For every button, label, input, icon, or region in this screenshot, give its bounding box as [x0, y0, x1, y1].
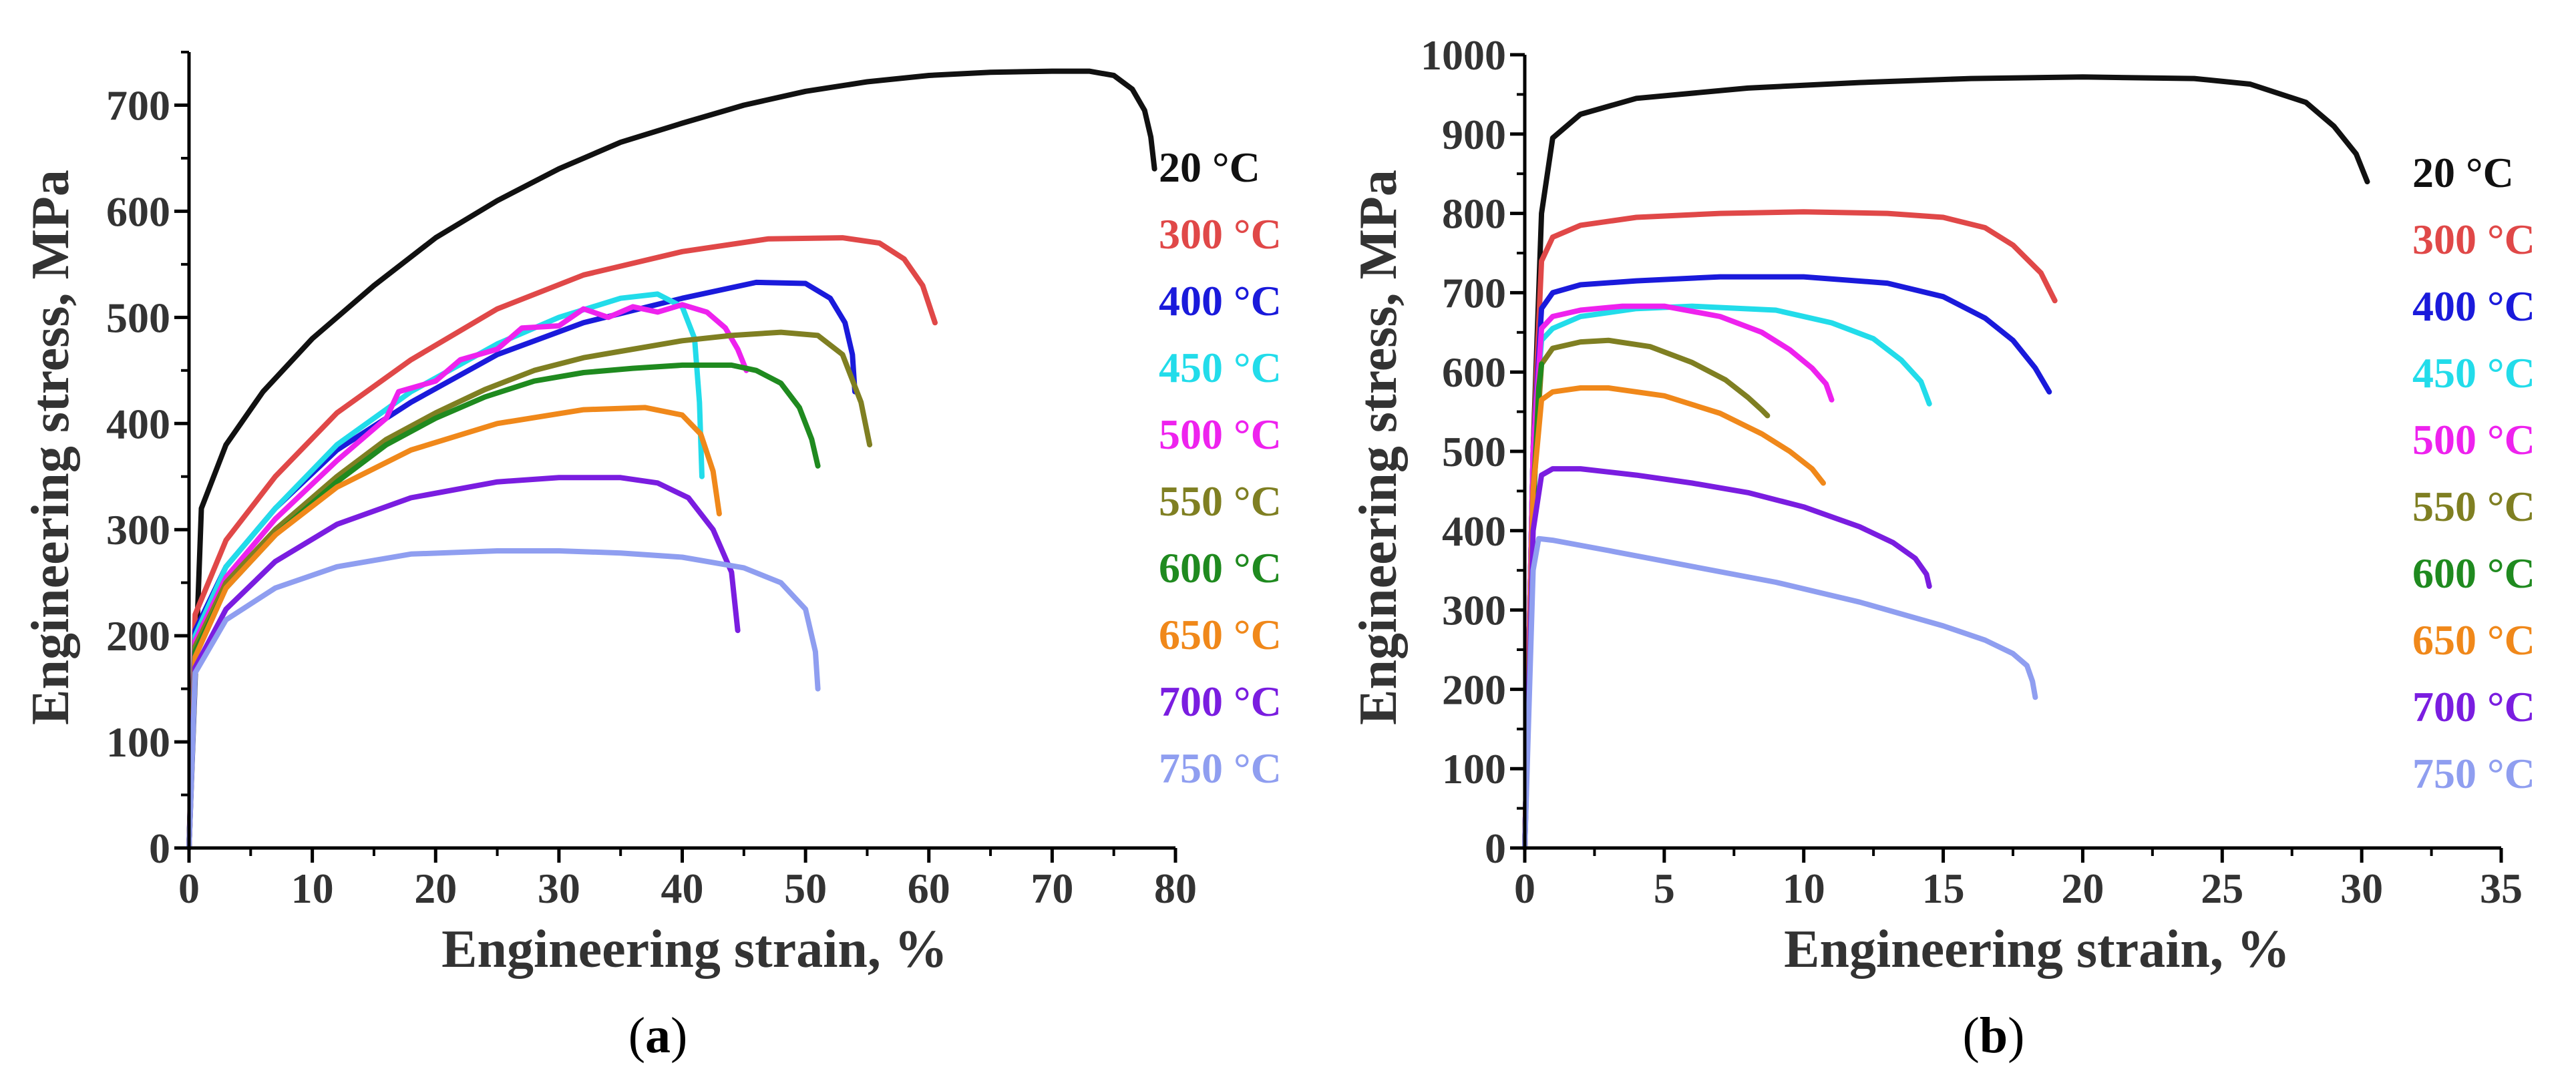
series-line-300C — [1522, 209, 2058, 851]
legend-entry: 450 °C — [2412, 349, 2535, 397]
y-tick-label: 700 — [106, 81, 170, 129]
series-line-700C — [1522, 466, 1932, 851]
panel-caption-b: (b) — [1963, 1008, 2025, 1064]
legend-entry: 400 °C — [2412, 282, 2535, 330]
x-tick-label: 0 — [1514, 865, 1535, 912]
legend-entry: 700 °C — [1159, 678, 1282, 725]
legend-entry: 20 °C — [2412, 149, 2514, 196]
x-tick-label: 20 — [414, 865, 457, 912]
series-line-750C — [1522, 535, 2038, 851]
series-line-650C — [186, 405, 722, 851]
x-tick-label: 60 — [908, 865, 950, 912]
legend-entry: 750 °C — [1159, 744, 1282, 792]
legend-entry: 700 °C — [2412, 683, 2535, 730]
y-axis-title-b: Engineering stress, MPa — [1349, 170, 1408, 725]
y-tick-label: 400 — [106, 400, 170, 447]
x-tick-label: 80 — [1154, 865, 1197, 912]
x-tick-label: 15 — [1922, 865, 1965, 912]
legend-entry: 600 °C — [2412, 550, 2535, 597]
x-tick-label: 50 — [784, 865, 827, 912]
legend-entry: 300 °C — [1159, 210, 1282, 258]
y-tick-label: 800 — [1442, 190, 1506, 238]
legend-entry: 500 °C — [2412, 416, 2535, 463]
x-tick-label: 10 — [291, 865, 334, 912]
y-tick-label: 500 — [1442, 428, 1506, 475]
x-axis-title-a: Engineering strain, % — [441, 920, 948, 979]
x-tick-label: 25 — [2201, 865, 2243, 912]
series-line-400C — [1522, 274, 2052, 851]
legend-entry: 650 °C — [2412, 616, 2535, 664]
legend-entry: 400 °C — [1159, 277, 1282, 325]
chart-panel-a: 0 10 20 30 40 50 60 70 80 0 100 200 300 400 500 600 700… — [21, 51, 1282, 1064]
chart-panel-b: 0 5 10 15 20 25 30 35 0 100 200 300 400 500 600 700 800… — [1349, 31, 2535, 1064]
legend-entry: 20 °C — [1159, 144, 1260, 191]
series-line-450C — [186, 291, 705, 851]
y-tick-label: 100 — [1442, 745, 1506, 793]
y-tick-label: 200 — [1442, 666, 1506, 713]
y-tick-label: 0 — [149, 825, 170, 872]
legend-entry: 650 °C — [1159, 611, 1282, 658]
legend-entry: 550 °C — [1159, 477, 1282, 525]
legend-entry: 300 °C — [2412, 216, 2535, 263]
x-tick-label: 10 — [1783, 865, 1825, 912]
y-tick-label: 700 — [1442, 269, 1506, 316]
series-line-700C — [186, 475, 741, 851]
series-line-500C — [1522, 303, 1835, 851]
y-tick-label: 900 — [1442, 111, 1506, 158]
legend-entry: 750 °C — [2412, 750, 2535, 797]
y-axis-title-a: Engineering stress, MPa — [21, 170, 80, 725]
y-tick-label: 600 — [1442, 349, 1506, 396]
y-tick-label: 100 — [106, 718, 170, 766]
legend-entry: 500 °C — [1159, 411, 1282, 458]
y-tick-label: 200 — [106, 612, 170, 660]
series-line-750C — [186, 548, 821, 851]
x-tick-label: 40 — [661, 865, 704, 912]
series-line-600C — [186, 362, 821, 851]
y-tick-label: 400 — [1442, 507, 1506, 555]
legend-entry: 550 °C — [2412, 483, 2535, 530]
series-line-550C — [186, 329, 873, 851]
x-tick-label: 20 — [2061, 865, 2104, 912]
y-tick-label: 1000 — [1421, 31, 1506, 79]
x-tick-label: 35 — [2480, 865, 2523, 912]
legend-entry: 600 °C — [1159, 544, 1282, 592]
y-tick-label: 500 — [106, 294, 170, 341]
series-line-300C — [186, 235, 938, 851]
y-tick-label: 600 — [106, 188, 170, 235]
x-tick-label: 30 — [538, 865, 580, 912]
series-line-500C — [186, 302, 749, 851]
x-tick-label: 70 — [1031, 865, 1073, 912]
series-line-20C — [1522, 74, 2370, 851]
y-tick-label: 300 — [106, 506, 170, 554]
x-axis-title-b: Engineering strain, % — [1784, 920, 2290, 979]
panel-caption-a: (a) — [628, 1008, 688, 1064]
x-tick-label: 0 — [178, 865, 200, 912]
y-tick-label: 0 — [1485, 825, 1506, 872]
x-tick-label: 5 — [1654, 865, 1675, 912]
series-line-650C — [1522, 385, 1826, 851]
series-line-20C — [186, 68, 1157, 851]
x-tick-label: 30 — [2340, 865, 2383, 912]
y-tick-label: 300 — [1442, 587, 1506, 634]
legend-entry: 450 °C — [1159, 344, 1282, 391]
